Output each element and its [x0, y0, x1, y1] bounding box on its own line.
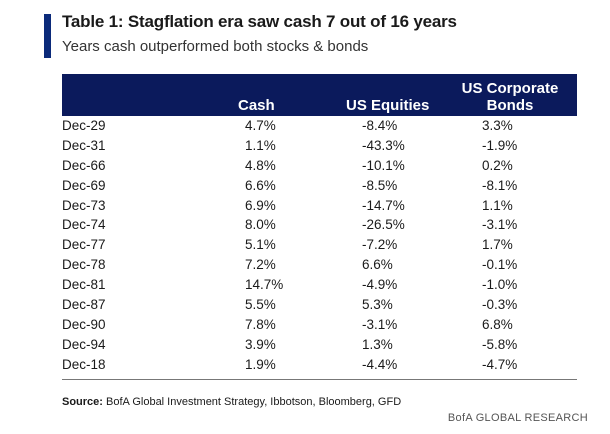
- cell-cash: 6.6%: [245, 177, 276, 193]
- table-row: Dec-78 7.2% 6.6% -0.1%: [62, 255, 577, 275]
- cell-date: Dec-69: [62, 177, 106, 193]
- cell-us-equities: -26.5%: [362, 217, 405, 233]
- cell-us-corporate-bonds: -8.1%: [482, 177, 518, 193]
- cell-us-equities: -4.4%: [362, 356, 398, 372]
- cell-cash: 1.9%: [245, 356, 276, 372]
- bottom-rule: [62, 378, 577, 380]
- cell-us-corporate-bonds: 1.7%: [482, 237, 513, 253]
- cell-us-corporate-bonds: 1.1%: [482, 197, 513, 213]
- table-row: Dec-29 4.7% -8.4% 3.3%: [62, 116, 577, 136]
- cell-us-equities: -14.7%: [362, 197, 405, 213]
- cell-us-corporate-bonds: 6.8%: [482, 316, 513, 332]
- cell-us-equities: 1.3%: [362, 336, 393, 352]
- table-row: Dec-87 5.5% 5.3% -0.3%: [62, 295, 577, 315]
- table-body: Dec-29 4.7% -8.4% 3.3% Dec-31 1.1% -43.3% -1.9%…: [62, 116, 577, 375]
- cell-date: Dec-18: [62, 356, 106, 372]
- cell-date: Dec-90: [62, 316, 106, 332]
- cell-date: Dec-74: [62, 217, 106, 233]
- cell-cash: 14.7%: [245, 277, 284, 293]
- header-us-equities: US Equities: [346, 97, 430, 114]
- cell-cash: 7.8%: [245, 316, 276, 332]
- cell-us-corporate-bonds: -3.1%: [482, 217, 518, 233]
- cell-us-equities: -43.3%: [362, 137, 405, 153]
- table-row: Dec-77 5.1% -7.2% 1.7%: [62, 235, 577, 255]
- cell-cash: 4.7%: [245, 118, 276, 133]
- cell-date: Dec-31: [62, 137, 106, 153]
- cell-date: Dec-94: [62, 336, 106, 352]
- cell-us-corporate-bonds: -4.7%: [482, 356, 518, 372]
- cell-us-equities: -7.2%: [362, 237, 398, 253]
- cell-date: Dec-73: [62, 197, 106, 213]
- table-header: Cash US Equities US Corporate Bonds: [62, 74, 577, 116]
- table-row: Dec-94 3.9% 1.3% -5.8%: [62, 335, 577, 355]
- cell-us-equities: -8.4%: [362, 118, 398, 133]
- cell-cash: 5.5%: [245, 297, 276, 313]
- cell-cash: 4.8%: [245, 157, 276, 173]
- cell-cash: 8.0%: [245, 217, 276, 233]
- cell-cash: 3.9%: [245, 336, 276, 352]
- cell-date: Dec-29: [62, 118, 106, 133]
- cell-us-equities: -10.1%: [362, 157, 405, 173]
- cell-cash: 7.2%: [245, 257, 276, 273]
- cell-us-corporate-bonds: -1.9%: [482, 137, 518, 153]
- cell-date: Dec-66: [62, 157, 106, 173]
- table-row: Dec-74 8.0% -26.5% -3.1%: [62, 215, 577, 235]
- source-note: Source: BofA Global Investment Strategy,…: [62, 396, 401, 408]
- cell-cash: 6.9%: [245, 197, 276, 213]
- header-us-corporate-bonds: US Corporate Bonds: [458, 80, 562, 114]
- data-table: Cash US Equities US Corporate Bonds Dec-…: [62, 74, 577, 380]
- cell-us-equities: -3.1%: [362, 316, 398, 332]
- header-bond-line1: US Corporate: [461, 80, 559, 97]
- cell-date: Dec-81: [62, 277, 106, 293]
- cell-us-corporate-bonds: -0.1%: [482, 257, 518, 273]
- source-text: BofA Global Investment Strategy, Ibbotso…: [106, 396, 402, 408]
- table-row: Dec-69 6.6% -8.5% -8.1%: [62, 176, 577, 196]
- source-label: Source:: [62, 396, 103, 408]
- cell-us-corporate-bonds: 0.2%: [482, 157, 513, 173]
- cell-date: Dec-77: [62, 237, 106, 253]
- table-row: Dec-18 1.9% -4.4% -4.7%: [62, 355, 577, 375]
- accent-bar: [44, 14, 51, 58]
- table-row: Dec-81 14.7% -4.9% -1.0%: [62, 275, 577, 295]
- cell-us-equities: -8.5%: [362, 177, 398, 193]
- table-row: Dec-90 7.8% -3.1% 6.8%: [62, 315, 577, 335]
- brand-footer: BofA GLOBAL RESEARCH: [447, 412, 588, 424]
- table-title: Table 1: Stagflation era saw cash 7 out …: [62, 12, 457, 31]
- cell-date: Dec-87: [62, 297, 106, 313]
- cell-us-corporate-bonds: -5.8%: [482, 336, 518, 352]
- table-row: Dec-73 6.9% -14.7% 1.1%: [62, 196, 577, 216]
- table-subtitle: Years cash outperformed both stocks & bo…: [62, 38, 369, 55]
- cell-cash: 1.1%: [245, 137, 276, 153]
- cell-date: Dec-78: [62, 257, 106, 273]
- header-bond-line2: Bonds: [486, 97, 534, 114]
- cell-us-corporate-bonds: -1.0%: [482, 277, 518, 293]
- cell-us-corporate-bonds: 3.3%: [482, 118, 513, 133]
- table-row: Dec-66 4.8% -10.1% 0.2%: [62, 156, 577, 176]
- cell-cash: 5.1%: [245, 237, 276, 253]
- cell-us-equities: 6.6%: [362, 257, 393, 273]
- cell-us-equities: -4.9%: [362, 277, 398, 293]
- header-cash: Cash: [238, 97, 275, 114]
- cell-us-equities: 5.3%: [362, 297, 393, 313]
- table-row: Dec-31 1.1% -43.3% -1.9%: [62, 136, 577, 156]
- cell-us-corporate-bonds: -0.3%: [482, 297, 518, 313]
